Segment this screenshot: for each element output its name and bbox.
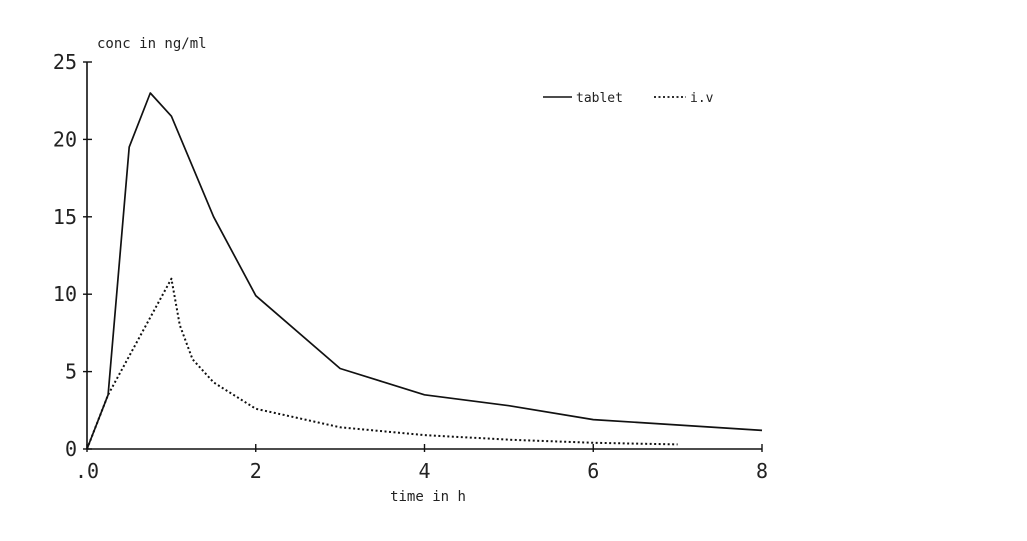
x-tick-label: .0 <box>75 459 99 483</box>
y-tick-label: 20 <box>53 127 77 151</box>
y-tick-label: 25 <box>53 50 77 74</box>
series-line-iv <box>86 277 678 450</box>
legend-label-tablet: tablet <box>576 91 623 106</box>
y-tick-label: 10 <box>53 282 77 306</box>
series-lines <box>86 92 763 450</box>
axes <box>86 62 762 450</box>
legend-label-iv: i.v <box>690 91 714 106</box>
x-tick-label: 4 <box>418 459 430 483</box>
y-tick-label: 15 <box>53 205 77 229</box>
x-axis-label: time in h <box>390 489 466 505</box>
y-tick-label: 5 <box>65 360 77 384</box>
x-tick-label: 8 <box>756 459 768 483</box>
series-line-tablet <box>86 92 763 450</box>
x-ticks: .0 2 4 6 8 <box>75 444 768 483</box>
legend: tablet i.v <box>543 91 714 106</box>
x-tick-label: 6 <box>587 459 599 483</box>
y-tick-label: 0 <box>65 437 77 461</box>
y-ticks: 0 5 10 15 20 25 <box>53 50 92 461</box>
y-axis-label: conc in ng/ml <box>97 36 207 52</box>
x-tick-label: 2 <box>250 459 262 483</box>
